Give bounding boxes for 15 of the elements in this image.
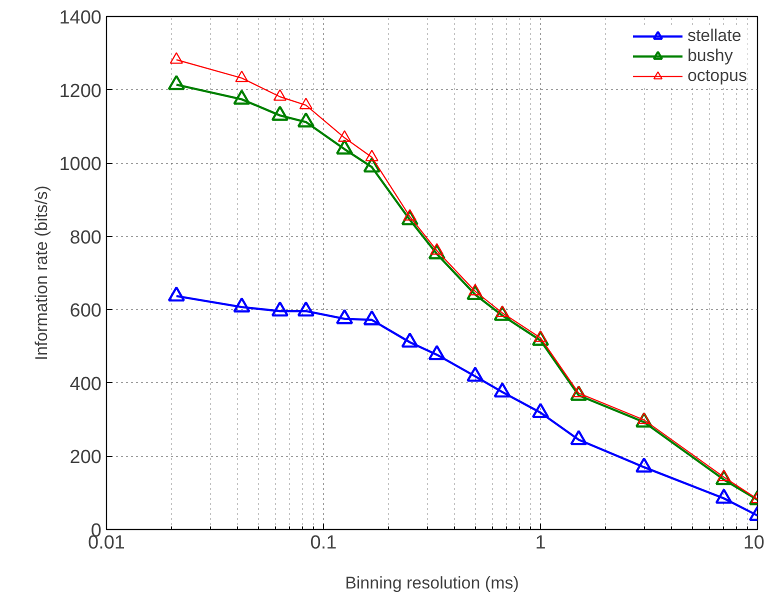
x-axis-title: Binning resolution (ms) <box>345 574 519 592</box>
x-tick-label: 10 <box>743 532 764 554</box>
legend-label: octopus <box>687 66 747 86</box>
y-tick-label: 1200 <box>59 80 102 102</box>
x-tick-label: 1 <box>535 532 546 554</box>
y-axis-title: Information rate (bits/s) <box>32 186 52 360</box>
x-tick-label: 0.1 <box>310 532 337 554</box>
y-tick-label: 400 <box>70 374 102 395</box>
y-tick-label: 800 <box>70 227 102 248</box>
y-tick-label: 600 <box>70 300 102 322</box>
y-tick-label: 1000 <box>59 154 102 176</box>
y-tick-label: 200 <box>70 447 102 468</box>
y-tick-label: 1400 <box>59 8 102 28</box>
legend-label: bushy <box>687 46 733 66</box>
legend-label: stellate <box>687 26 742 46</box>
